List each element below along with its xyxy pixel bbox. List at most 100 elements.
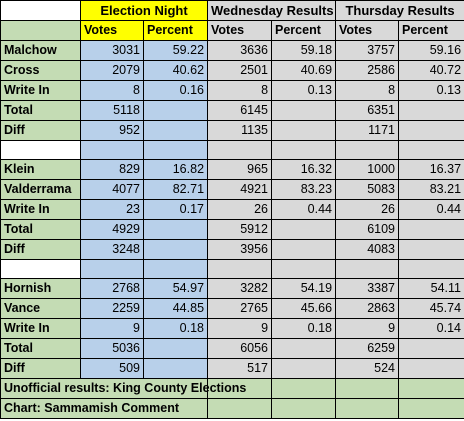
column-header-votes: Votes (335, 20, 400, 41)
footer-fill (335, 398, 400, 419)
spacer-cell (80, 259, 144, 279)
spacer-cell (207, 259, 273, 279)
votes-cell: 6351 (335, 100, 400, 121)
percent-cell (398, 120, 464, 141)
footer-fill (271, 378, 337, 399)
percent-cell (398, 100, 464, 121)
percent-cell (271, 120, 337, 141)
spacer-cell (335, 259, 400, 279)
percent-cell (398, 239, 464, 260)
votes-cell: 26 (207, 199, 273, 220)
percent-cell (271, 239, 337, 260)
votes-cell: 5912 (207, 219, 273, 240)
percent-cell: 40.69 (271, 60, 337, 81)
percent-cell (271, 100, 337, 121)
votes-cell: 2765 (207, 298, 273, 319)
corner-cell (0, 0, 81, 21)
votes-cell: 6056 (207, 338, 273, 359)
percent-cell (142, 338, 209, 359)
percent-cell (398, 219, 464, 240)
table-row: Cross 2079 40.62 2501 40.69 2586 40.72 (0, 60, 464, 81)
table-row: Diff 3248 3956 4083 (0, 239, 464, 260)
votes-cell: 3387 (335, 278, 400, 299)
footer-credit: Chart: Sammamish Comment (0, 398, 209, 419)
percent-cell: 59.22 (142, 40, 209, 61)
percent-cell: 0.44 (271, 199, 337, 220)
table-row: Write In 9 0.18 9 0.18 9 0.14 (0, 318, 464, 339)
votes-cell: 4083 (335, 239, 400, 260)
spacer-cell (0, 140, 81, 160)
footer-row: Unofficial results: King County Election… (0, 378, 464, 399)
percent-cell (142, 120, 209, 141)
votes-cell: 6145 (207, 100, 273, 121)
votes-cell: 6259 (335, 338, 400, 359)
votes-cell: 2863 (335, 298, 400, 319)
votes-cell: 3636 (207, 40, 273, 61)
header-election-night: Election Night (79, 0, 209, 21)
column-header-percent: Percent (398, 20, 464, 41)
votes-cell: 2259 (80, 298, 144, 319)
percent-cell (271, 219, 337, 240)
column-header-percent: Percent (271, 20, 337, 41)
spacer-row (0, 259, 464, 279)
votes-cell: 9 (207, 318, 273, 339)
percent-cell: 44.85 (142, 298, 209, 319)
percent-cell (271, 358, 337, 379)
spacer-cell (271, 140, 337, 160)
table-row: Write In 23 0.17 26 0.44 26 0.44 (0, 199, 464, 220)
column-header-votes: Votes (80, 20, 144, 41)
header-thursday-results: Thursday Results (335, 0, 464, 21)
percent-cell: 59.16 (398, 40, 464, 61)
votes-cell: 8 (335, 80, 400, 101)
spacer-cell (207, 140, 273, 160)
votes-cell: 965 (207, 159, 273, 180)
votes-cell: 2079 (80, 60, 144, 81)
spacer-cell (0, 259, 81, 279)
row-label: Hornish (0, 278, 81, 299)
row-label: Total (0, 219, 81, 240)
votes-cell: 517 (207, 358, 273, 379)
row-label: Diff (0, 358, 81, 379)
percent-cell: 0.18 (271, 318, 337, 339)
votes-cell: 524 (335, 358, 400, 379)
row-label: Write In (0, 318, 81, 339)
spacer-cell (142, 259, 209, 279)
column-header-percent: Percent (142, 20, 209, 41)
footer-fill (398, 398, 464, 419)
row-label: Write In (0, 199, 81, 220)
votes-cell: 3248 (80, 239, 144, 260)
table-row: Diff 952 1135 1171 (0, 120, 464, 141)
votes-cell: 4921 (207, 179, 273, 200)
percent-cell: 0.18 (142, 318, 209, 339)
table-row: Diff 509 517 524 (0, 358, 464, 379)
row-label: Valderrama (0, 179, 81, 200)
votes-cell: 8 (207, 80, 273, 101)
votes-cell: 1171 (335, 120, 400, 141)
row-label: Total (0, 100, 81, 121)
votes-cell: 9 (335, 318, 400, 339)
percent-cell: 0.16 (142, 80, 209, 101)
spacer-row (0, 140, 464, 160)
row-label: Write In (0, 80, 81, 101)
votes-cell: 5118 (80, 100, 144, 121)
footer-fill (207, 378, 273, 399)
spacer-cell (142, 140, 209, 160)
percent-cell: 45.66 (271, 298, 337, 319)
spacer-cell (335, 140, 400, 160)
percent-cell (398, 338, 464, 359)
percent-cell: 59.18 (271, 40, 337, 61)
percent-cell: 83.23 (271, 179, 337, 200)
percent-cell: 16.32 (271, 159, 337, 180)
column-header-row: Votes Percent Votes Percent Votes Percent (0, 20, 464, 41)
percent-cell: 40.62 (142, 60, 209, 81)
header-wednesday-results: Wednesday Results (207, 0, 337, 21)
spacer-cell (398, 140, 464, 160)
percent-cell: 16.37 (398, 159, 464, 180)
percent-cell (271, 338, 337, 359)
table-row: Write In 8 0.16 8 0.13 8 0.13 (0, 80, 464, 101)
percent-cell: 0.13 (271, 80, 337, 101)
votes-cell: 4077 (80, 179, 144, 200)
percent-cell: 0.13 (398, 80, 464, 101)
row-label: Klein (0, 159, 81, 180)
